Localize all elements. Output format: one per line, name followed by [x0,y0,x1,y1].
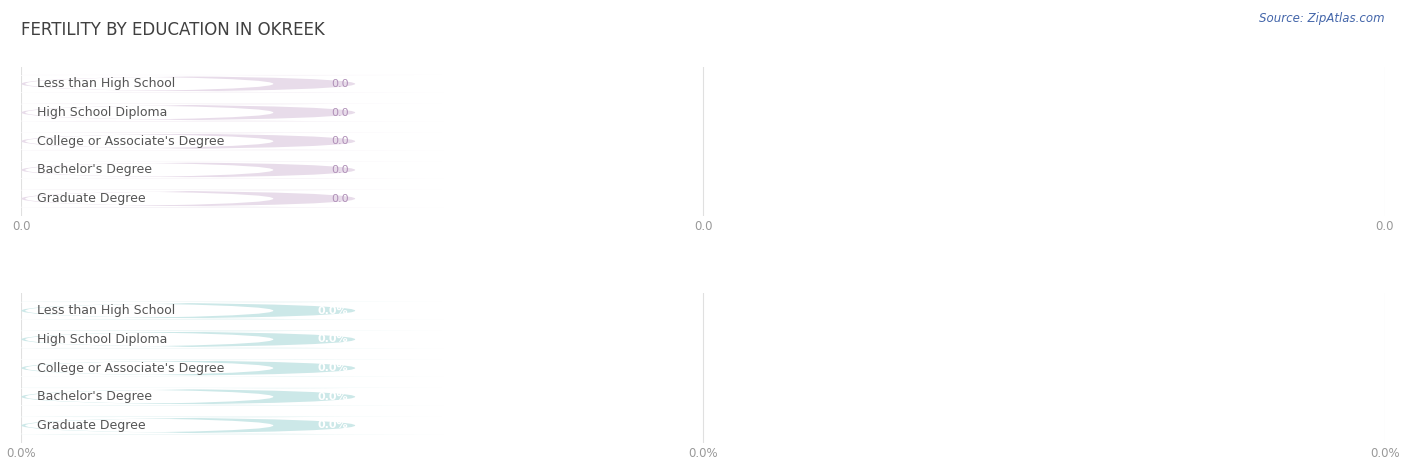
Text: 0.0%: 0.0% [318,363,349,373]
Text: College or Associate's Degree: College or Associate's Degree [38,135,225,148]
Text: Graduate Degree: Graduate Degree [38,419,146,432]
FancyBboxPatch shape [0,388,444,406]
Text: 0.0: 0.0 [330,108,349,118]
Text: Source: ZipAtlas.com: Source: ZipAtlas.com [1260,12,1385,25]
Text: 0.0%: 0.0% [318,420,349,430]
FancyBboxPatch shape [0,330,444,348]
Text: 0.0%: 0.0% [318,334,349,344]
Text: 0.0: 0.0 [330,165,349,175]
Text: 0.0%: 0.0% [318,306,349,316]
FancyBboxPatch shape [0,302,444,319]
FancyBboxPatch shape [0,75,444,93]
FancyBboxPatch shape [0,416,444,434]
FancyBboxPatch shape [0,330,444,348]
FancyBboxPatch shape [0,104,444,121]
Text: High School Diploma: High School Diploma [38,333,167,346]
FancyBboxPatch shape [0,190,444,208]
Text: Graduate Degree: Graduate Degree [38,192,146,205]
Text: Less than High School: Less than High School [38,304,176,317]
FancyBboxPatch shape [0,416,444,435]
Text: 0.0: 0.0 [330,136,349,146]
FancyBboxPatch shape [0,75,444,93]
FancyBboxPatch shape [0,388,444,406]
FancyBboxPatch shape [0,132,444,150]
FancyBboxPatch shape [0,302,444,319]
Text: College or Associate's Degree: College or Associate's Degree [38,362,225,375]
Text: High School Diploma: High School Diploma [38,106,167,119]
Text: 0.0: 0.0 [330,79,349,89]
Text: 0.0: 0.0 [330,194,349,204]
FancyBboxPatch shape [0,359,444,377]
Text: 0.0%: 0.0% [318,392,349,402]
Text: Bachelor's Degree: Bachelor's Degree [38,390,152,403]
FancyBboxPatch shape [0,190,444,208]
Text: Bachelor's Degree: Bachelor's Degree [38,163,152,177]
FancyBboxPatch shape [0,104,444,121]
FancyBboxPatch shape [0,132,444,150]
Text: FERTILITY BY EDUCATION IN OKREEK: FERTILITY BY EDUCATION IN OKREEK [21,21,325,40]
FancyBboxPatch shape [0,161,444,179]
FancyBboxPatch shape [0,359,444,377]
Text: Less than High School: Less than High School [38,78,176,90]
FancyBboxPatch shape [0,161,444,179]
